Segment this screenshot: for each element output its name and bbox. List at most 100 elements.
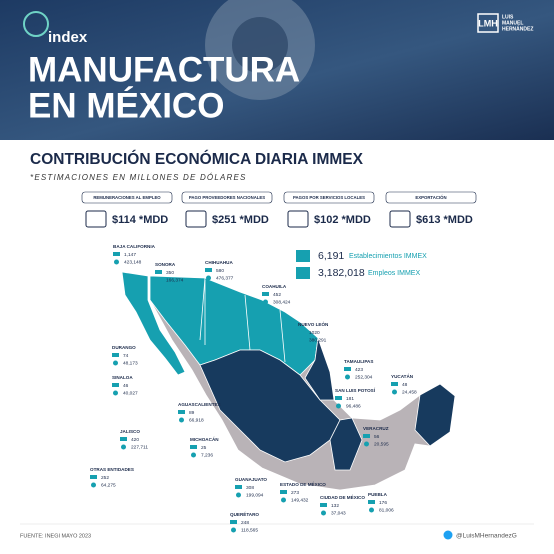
state-establishments: 423 bbox=[355, 367, 363, 373]
people-icon bbox=[321, 510, 326, 516]
state-name: TAMAULIPAS bbox=[344, 359, 373, 364]
state-establishments: 420 bbox=[131, 437, 139, 443]
state-establishments: 580 bbox=[216, 268, 224, 274]
state-name: CHIHUAHUA bbox=[205, 260, 233, 265]
state-employees: 118,565 bbox=[241, 527, 258, 533]
metric-icon bbox=[389, 210, 411, 228]
total-icon bbox=[296, 267, 310, 279]
title: MANUFACTURA bbox=[28, 50, 300, 89]
state-establishments: 181 bbox=[346, 396, 354, 402]
factory-icon bbox=[335, 396, 342, 400]
state-name: BAJA CALIFORNIA bbox=[113, 244, 156, 249]
state-establishments: 46 bbox=[123, 383, 129, 389]
people-icon bbox=[156, 277, 161, 283]
state-employees: 64,275 bbox=[101, 482, 116, 488]
state-name: PUEBLA bbox=[368, 492, 388, 497]
map-tamaulipas bbox=[304, 337, 335, 401]
state-establishments: 176 bbox=[379, 500, 387, 506]
state-establishments: 350 bbox=[166, 270, 174, 276]
state-employees: 199,094 bbox=[246, 492, 264, 498]
people-icon bbox=[336, 403, 341, 409]
metric-value: $613 *MDD bbox=[416, 214, 473, 226]
metric-label-box bbox=[181, 191, 273, 204]
people-icon bbox=[299, 337, 304, 343]
state-name: JALISCO bbox=[120, 429, 140, 434]
state-employees: 7,236 bbox=[201, 452, 213, 458]
map-border bbox=[244, 294, 251, 351]
factory-icon bbox=[230, 520, 237, 524]
state-employees: 252,304 bbox=[355, 374, 373, 380]
state-establishments: 252 bbox=[101, 475, 109, 481]
source: FUENTE: INEGI MAYO 2023 bbox=[20, 533, 91, 539]
state-employees: 166,374 bbox=[166, 277, 184, 283]
factory-icon bbox=[120, 437, 127, 441]
factory-icon bbox=[320, 503, 327, 507]
metric-label: EXPORTACIÓN bbox=[415, 195, 446, 200]
people-icon bbox=[113, 390, 118, 396]
state-establishments: 452 bbox=[273, 292, 281, 298]
state-name: YUCATÁN bbox=[391, 373, 414, 379]
state-employees: 20,595 bbox=[374, 441, 389, 447]
state-establishments: 56 bbox=[374, 434, 380, 440]
map bbox=[121, 271, 456, 491]
state-name: QUERÉTARO bbox=[230, 510, 259, 517]
factory-icon bbox=[235, 485, 242, 489]
metric-icon bbox=[185, 210, 207, 228]
state-name: MICHOACÁN bbox=[190, 436, 219, 442]
brand-box bbox=[477, 13, 499, 33]
metric-icon bbox=[287, 210, 309, 228]
people-icon bbox=[206, 275, 211, 281]
factory-icon bbox=[113, 252, 120, 256]
factory-icon bbox=[298, 330, 305, 334]
map-baja bbox=[121, 271, 186, 376]
people-icon bbox=[364, 441, 369, 447]
logo: index bbox=[48, 29, 88, 46]
factory-icon bbox=[190, 445, 197, 449]
factory-icon bbox=[262, 292, 269, 296]
factory-icon bbox=[280, 490, 287, 494]
state-name: SONORA bbox=[155, 262, 176, 267]
people-icon bbox=[392, 389, 397, 395]
state-employees: 476,377 bbox=[216, 275, 234, 281]
metric-value: $114 *MDD bbox=[112, 214, 168, 226]
total-value: 3,182,018 bbox=[318, 267, 365, 279]
factory-icon bbox=[112, 353, 119, 357]
people-icon bbox=[191, 452, 196, 458]
state-establishments: 25 bbox=[201, 445, 207, 451]
metric-icon bbox=[85, 210, 107, 228]
factory-icon bbox=[178, 410, 185, 414]
people-icon bbox=[281, 497, 286, 503]
state-name: NUEVO LEÓN bbox=[298, 320, 329, 327]
state-employees: 96,486 bbox=[346, 403, 361, 409]
state-establishments: 89 bbox=[189, 410, 195, 416]
note: *ESTIMACIONES EN MILLONES DE DÓLARES bbox=[30, 173, 247, 182]
state-employees: 48,173 bbox=[123, 360, 138, 366]
state-employees: 37,043 bbox=[331, 510, 346, 516]
factory-icon bbox=[368, 500, 375, 504]
state-name: CIUDAD DE MÉXICO bbox=[320, 493, 365, 500]
metric-label-box bbox=[385, 191, 477, 204]
map-puebla bbox=[329, 417, 363, 471]
state-employees: 227,711 bbox=[131, 444, 148, 450]
factory-icon bbox=[391, 382, 398, 386]
handle: @LuisMHernandezG bbox=[456, 533, 517, 540]
state-employees: 24,458 bbox=[402, 389, 417, 395]
map-border bbox=[199, 277, 206, 341]
factory-icon bbox=[363, 434, 370, 438]
metric-label: REMUNERACIONES AL EMPLEO bbox=[93, 195, 161, 200]
total-value: 6,191 bbox=[318, 250, 344, 262]
state-name: GUANAJUATO bbox=[235, 477, 267, 482]
state-employees: 40,027 bbox=[123, 390, 138, 396]
total-label: Empleos IMMEX bbox=[368, 270, 420, 277]
state-establishments: 308 bbox=[246, 485, 254, 491]
brand-name: MANUEL bbox=[502, 20, 523, 26]
state-name: OTRAS ENTIDADES bbox=[90, 467, 134, 472]
subtitle: CONTRIBUCIÓN ECONÓMICA DIARIA IMMEX bbox=[30, 150, 364, 168]
state-name: SINALOA bbox=[112, 375, 133, 380]
people-icon bbox=[114, 259, 119, 265]
state-employees: 380,291 bbox=[309, 337, 327, 343]
twitter-icon bbox=[443, 530, 453, 540]
state-employees: 308,424 bbox=[273, 299, 291, 305]
metric-label: PAGOS POR SERVICIOS LOCALES bbox=[293, 195, 365, 200]
